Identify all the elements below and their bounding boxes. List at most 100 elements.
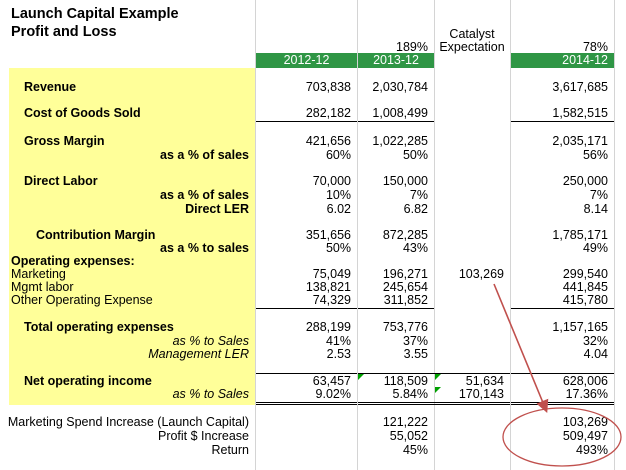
opex-underline	[256, 308, 357, 309]
total-opex-2013: 753,776	[382, 321, 428, 334]
comment-marker-icon	[435, 387, 441, 393]
direct-labor-pct-2013: 7%	[409, 189, 428, 202]
total-opex-label: Total operating expenses	[24, 321, 174, 334]
noi-overline	[434, 373, 510, 374]
direct-labor-pct-2014: 7%	[589, 189, 608, 202]
revenue-label: Revenue	[24, 81, 77, 94]
gross-margin-pct-2014: 56%	[582, 149, 608, 162]
gross-margin-pct-2012: 60%	[325, 149, 351, 162]
direct-ler-2013: 6.82	[403, 203, 428, 216]
noi-overline	[256, 373, 357, 374]
gridline	[255, 0, 256, 470]
profit-increase-label: Profit $ Increase	[157, 430, 249, 443]
contribution-margin-2013: 872,285	[382, 229, 428, 242]
noi-pct-label: as % to Sales	[172, 388, 249, 401]
mgmt-labor-2014: 441,845	[562, 281, 608, 294]
cogs-underline	[511, 121, 614, 122]
other-opex-label: Other Operating Expense	[11, 294, 153, 307]
comment-marker-icon	[435, 374, 441, 380]
contribution-margin-pct-2014: 49%	[582, 242, 608, 255]
annotation-ellipse	[502, 407, 622, 467]
noi-double-underline	[358, 404, 434, 405]
header-band-2014	[511, 53, 614, 68]
opex-underline	[511, 308, 614, 309]
catalyst-header-1: Catalyst	[449, 28, 495, 41]
gridline	[434, 0, 435, 470]
gross-margin-2014: 2,035,171	[552, 135, 608, 148]
noi-pct-catalyst: 170,143	[458, 388, 504, 401]
annotation-arrow	[493, 283, 549, 413]
return-2013: 45%	[402, 444, 428, 457]
column-header-2013: 2013-12	[373, 54, 419, 67]
profit-increase-2013: 55,052	[389, 430, 428, 443]
direct-labor-2013: 150,000	[382, 175, 428, 188]
marketing-catalyst: 103,269	[458, 268, 504, 281]
opex-pct-label: as % to Sales	[172, 335, 249, 348]
mgmt-ler-2014: 4.04	[583, 348, 608, 361]
direct-ler-2014: 8.14	[583, 203, 608, 216]
cogs-2012: 282,182	[305, 107, 351, 120]
catalyst-header-2: Expectation	[439, 41, 505, 54]
return-label: Return	[211, 444, 249, 457]
revenue-2014: 3,617,685	[552, 81, 608, 94]
mgmt-ler-2013: 3.55	[403, 348, 428, 361]
contribution-margin-label: Contribution Margin	[36, 229, 156, 242]
gridline	[510, 0, 511, 470]
opex-header-label: Operating expenses:	[11, 255, 135, 268]
direct-ler-2012: 6.02	[326, 203, 351, 216]
contribution-margin-2014: 1,785,171	[552, 229, 608, 242]
opex-underline	[358, 308, 434, 309]
comment-marker-icon	[358, 374, 364, 380]
noi-double-underline	[434, 402, 510, 403]
marketing-2014: 299,540	[562, 268, 608, 281]
opex-pct-2012: 41%	[325, 335, 351, 348]
mgmt-labor-label: Mgmt labor	[11, 281, 74, 294]
noi-pct-2014: 17.36%	[565, 388, 608, 401]
cogs-label: Cost of Goods Sold	[24, 107, 141, 120]
mkt-increase-2013: 121,222	[382, 416, 428, 429]
mgmt-ler-2012: 2.53	[326, 348, 351, 361]
header-band-2012	[256, 53, 357, 68]
marketing-label: Marketing	[11, 268, 66, 281]
noi-double-underline	[511, 404, 614, 405]
noi-2014: 628,006	[562, 375, 608, 388]
noi-double-underline	[256, 404, 357, 405]
profit-increase-2014: 509,497	[562, 430, 608, 443]
direct-labor-label: Direct Labor	[24, 175, 98, 188]
growth-2013: 189%	[396, 41, 428, 54]
cogs-underline	[256, 121, 357, 122]
total-opex-2012: 288,199	[305, 321, 351, 334]
noi-2013: 118,509	[383, 375, 428, 388]
noi-pct-2013: 5.84%	[392, 388, 428, 401]
cogs-underline	[358, 121, 434, 122]
opex-pct-2014: 32%	[582, 335, 608, 348]
gross-margin-2012: 421,656	[305, 135, 351, 148]
sheet-subtitle: Profit and Loss	[11, 24, 117, 40]
noi-double-underline	[511, 402, 614, 403]
contribution-margin-pct-2013: 43%	[402, 242, 428, 255]
mgmt-labor-2013: 245,654	[382, 281, 428, 294]
mgmt-ler-label: Management LER	[148, 348, 249, 361]
other-opex-2014: 415,780	[562, 294, 608, 307]
direct-labor-2014: 250,000	[562, 175, 608, 188]
noi-overline	[511, 373, 614, 374]
revenue-2012: 703,838	[305, 81, 351, 94]
marketing-2012: 75,049	[312, 268, 351, 281]
mkt-increase-2014: 103,269	[562, 416, 608, 429]
other-opex-2013: 311,852	[383, 294, 428, 307]
direct-labor-2012: 70,000	[312, 175, 351, 188]
noi-double-underline	[256, 402, 357, 403]
contribution-margin-pct-2012: 50%	[325, 242, 351, 255]
mkt-increase-label: Marketing Spend Increase (Launch Capital…	[7, 416, 249, 429]
gridline	[614, 0, 615, 470]
gridline	[357, 0, 358, 470]
contribution-margin-pct-label: as a % to sales	[160, 242, 249, 255]
return-2014: 493%	[576, 444, 608, 457]
sheet-title: Launch Capital Example	[11, 6, 179, 22]
noi-overline	[358, 373, 434, 374]
marketing-2013: 196,271	[382, 268, 428, 281]
noi-double-underline	[358, 402, 434, 403]
noi-2012: 63,457	[312, 375, 351, 388]
